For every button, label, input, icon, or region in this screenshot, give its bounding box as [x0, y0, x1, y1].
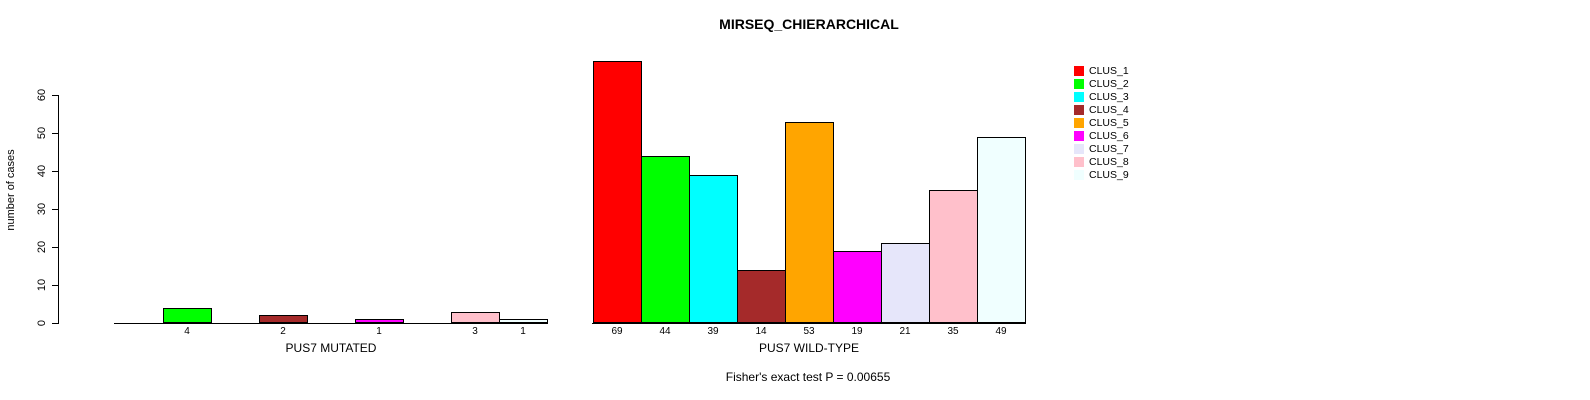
legend-label: CLUS_7: [1089, 143, 1129, 155]
y-tick: [52, 95, 58, 96]
legend-label: CLUS_8: [1089, 156, 1129, 168]
legend-color-swatch: [1074, 144, 1084, 154]
bar-CLUS_4: [737, 270, 786, 323]
bar-CLUS_7: [881, 243, 930, 323]
x-group-label-wild-type: PUS7 WILD-TYPE: [758, 341, 860, 355]
bar-value-label: 1: [520, 326, 526, 337]
bar-value-label: 14: [755, 326, 767, 337]
bar-CLUS_6: [355, 319, 404, 323]
legend-label: CLUS_5: [1089, 117, 1129, 129]
legend-label: CLUS_1: [1089, 65, 1129, 77]
y-tick: [52, 209, 58, 210]
bar-value-label: 49: [995, 326, 1007, 337]
legend-label: CLUS_6: [1089, 130, 1129, 142]
x-baseline: [114, 323, 548, 324]
bar-value-label: 39: [707, 326, 719, 337]
legend-color-swatch: [1074, 92, 1084, 102]
bar-CLUS_4: [259, 315, 308, 323]
y-tick: [52, 171, 58, 172]
legend-color-swatch: [1074, 79, 1084, 89]
bar-CLUS_3: [689, 175, 738, 323]
legend-color-swatch: [1074, 157, 1084, 167]
y-tick: [52, 323, 58, 324]
bar-value-label: 3: [472, 326, 478, 337]
legend-color-swatch: [1074, 118, 1084, 128]
x-baseline: [592, 323, 1026, 324]
bar-CLUS_9: [499, 319, 548, 323]
legend-label: CLUS_9: [1089, 169, 1129, 181]
bar-value-label: 53: [803, 326, 815, 337]
y-tick: [52, 285, 58, 286]
bar-value-label: 19: [851, 326, 863, 337]
legend-label: CLUS_3: [1089, 91, 1129, 103]
chart-title: MIRSEQ_CHIERARCHICAL: [719, 16, 899, 32]
y-tick: [52, 247, 58, 248]
bar-CLUS_5: [785, 122, 834, 323]
x-group-label-mutated: PUS7 MUTATED: [285, 341, 377, 355]
bar-value-label: 2: [280, 326, 286, 337]
bar-value-label: 44: [659, 326, 671, 337]
legend-color-swatch: [1074, 105, 1084, 115]
fisher-test-annotation: Fisher's exact test P = 0.00655: [725, 370, 891, 384]
bar-CLUS_8: [929, 190, 978, 323]
legend-color-swatch: [1074, 66, 1084, 76]
bar-value-label: 21: [899, 326, 911, 337]
bar-CLUS_9: [977, 137, 1026, 323]
bar-CLUS_8: [451, 312, 500, 323]
bar-value-label: 1: [376, 326, 382, 337]
y-tick: [52, 133, 58, 134]
bar-CLUS_1: [593, 61, 642, 323]
bar-CLUS_2: [163, 308, 212, 323]
y-axis-line: [58, 95, 59, 324]
legend-color-swatch: [1074, 170, 1084, 180]
bar-value-label: 4: [184, 326, 190, 337]
legend-color-swatch: [1074, 131, 1084, 141]
legend-label: CLUS_2: [1089, 78, 1129, 90]
bar-value-label: 35: [947, 326, 959, 337]
bar-value-label: 69: [611, 326, 623, 337]
legend-label: CLUS_4: [1089, 104, 1129, 116]
